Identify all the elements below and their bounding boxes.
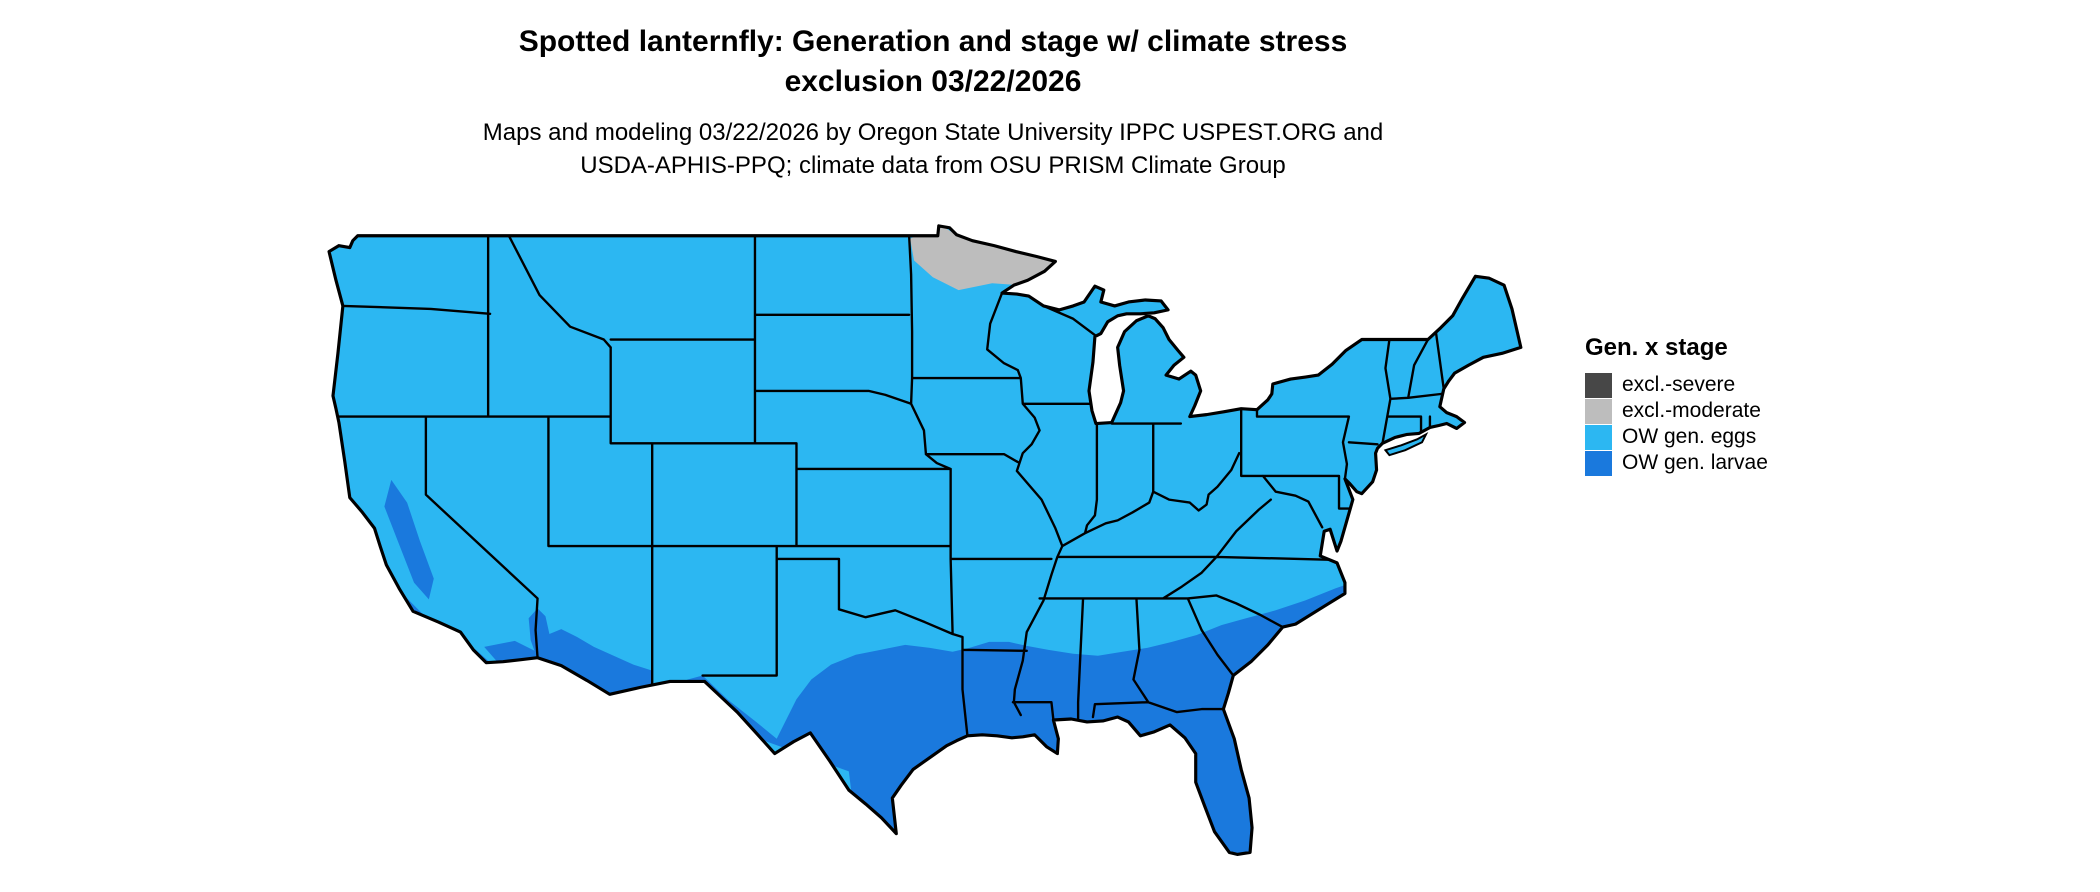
legend-item-ow-gen-eggs: OW gen. eggs (1585, 424, 1768, 450)
map-title-line2: exclusion 03/22/2026 (784, 65, 1082, 98)
legend-swatch-excl-severe-icon (1585, 372, 1612, 398)
legend-item-excl-severe: excl.-severe (1585, 372, 1768, 398)
larvae-region-california-valley (384, 479, 434, 600)
legend-title: Gen. x stage (1585, 334, 1728, 361)
legend: Gen. x stage excl.-severe excl.-moderate… (1585, 334, 1768, 476)
legend-item-excl-moderate: excl.-moderate (1585, 398, 1768, 424)
legend-label-ow-gen-eggs: OW gen. eggs (1622, 425, 1757, 448)
us-outline-stroke (327, 224, 1523, 856)
map-title-line1: Spotted lanternfly: Generation and stage… (518, 25, 1348, 58)
legend-swatch-ow-gen-eggs-icon (1585, 424, 1612, 450)
excl-moderate-region-minnesota (910, 225, 1057, 291)
larvae-region-arizona (528, 608, 653, 702)
state-borders (337, 234, 1445, 737)
legend-swatch-ow-gen-larvae-icon (1585, 450, 1612, 476)
legend-item-ow-gen-larvae: OW gen. larvae (1585, 450, 1768, 476)
legend-label-excl-moderate: excl.-moderate (1622, 399, 1761, 422)
legend-label-ow-gen-larvae: OW gen. larvae (1622, 451, 1768, 474)
map-subtitle-line2: USDA-APHIS-PPQ; climate data from OSU PR… (580, 152, 1286, 179)
title-block: Spotted lanternfly: Generation and stage… (483, 22, 1383, 182)
legend-swatch-excl-moderate-icon (1585, 398, 1612, 424)
us-map-figure (327, 224, 1523, 856)
legend-label-excl-severe: excl.-severe (1622, 373, 1736, 396)
map-subtitle-line1: Maps and modeling 03/22/2026 by Oregon S… (482, 119, 1384, 146)
long-island (1383, 431, 1429, 457)
